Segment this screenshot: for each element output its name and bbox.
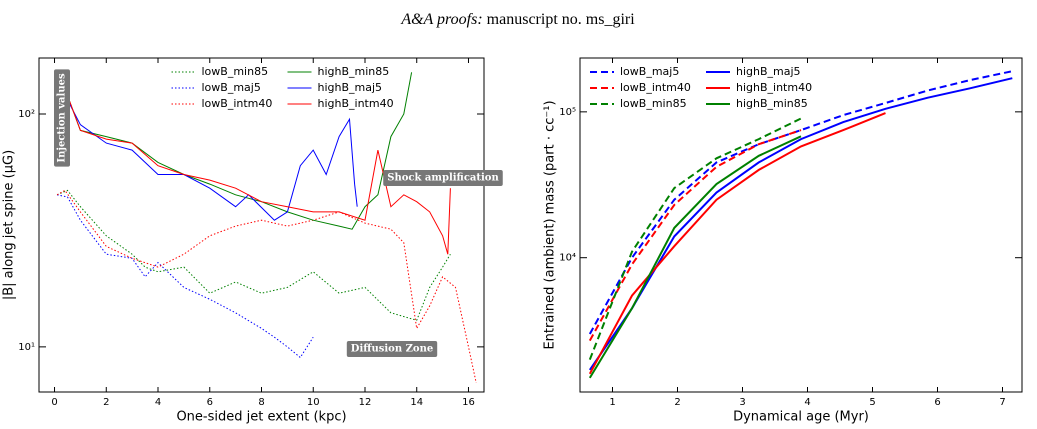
x-axis-label: Dynamical age (Myr) (733, 410, 869, 425)
legend-label: lowB_intm40 (202, 97, 273, 110)
header-manuscript: manuscript no. ms_giri (487, 11, 636, 28)
legend-label: lowB_min85 (620, 97, 687, 110)
annotation: Injection values (54, 69, 70, 167)
series-line (56, 76, 451, 255)
x-tick-label: 14 (410, 397, 423, 408)
annotation: Diffusion Zone (346, 341, 438, 357)
x-tick-label: 16 (462, 397, 475, 408)
legend-label: lowB_intm40 (620, 81, 691, 94)
x-tick-label: 8 (258, 397, 264, 408)
x-axis-label: One-sided jet extent (kpc) (176, 410, 346, 425)
x-tick-label: 1 (609, 397, 615, 408)
header-journal: A&A proofs: (400, 11, 482, 28)
annotation-text: Injection values (57, 73, 68, 163)
legend-label: lowB_min85 (202, 65, 269, 78)
plot-area (56, 72, 477, 384)
legend-label: lowB_maj5 (202, 81, 261, 94)
x-tick-label: 4 (155, 397, 161, 408)
legend-label: highB_maj5 (318, 81, 383, 94)
annotation: Shock amplification (383, 170, 503, 186)
x-tick-label: 6 (207, 397, 213, 408)
legend-label: highB_min85 (318, 65, 390, 78)
series-line (588, 135, 802, 379)
x-tick-label: 5 (869, 397, 875, 408)
annotation-box (383, 170, 503, 186)
x-tick-label: 6 (934, 397, 940, 408)
y-axis-label: |B| along jet spine (μG) (2, 150, 17, 300)
legend-label: highB_min85 (736, 97, 808, 110)
x-tick-label: 7 (999, 397, 1005, 408)
y-axis-label: Entrained (ambient) mass (part · cc⁻¹) (543, 100, 558, 349)
legend-label: highB_maj5 (736, 65, 801, 78)
series-line (588, 70, 1013, 335)
page-header: A&A proofs: manuscript no. ms_giri (400, 11, 635, 28)
annotation-box (54, 69, 70, 167)
x-tick-label: 2 (674, 397, 680, 408)
annotation-text: Diffusion Zone (351, 344, 433, 355)
annotation-box (346, 341, 438, 357)
x-tick-label: 12 (359, 397, 372, 408)
x-tick-label: 3 (739, 397, 745, 408)
y-tick-label: 10⁴ (559, 253, 576, 264)
y-tick-label: 10² (18, 109, 35, 120)
series-line (588, 129, 802, 342)
x-tick-label: 4 (804, 397, 810, 408)
plot-area (588, 70, 1013, 379)
series-line (56, 194, 314, 359)
axes-frame (579, 57, 1023, 393)
x-tick-label: 10 (307, 397, 320, 408)
x-tick-label: 0 (51, 397, 57, 408)
y-tick-label: 10¹ (18, 342, 35, 353)
x-tick-label: 2 (103, 397, 109, 408)
legend-label: lowB_maj5 (620, 65, 679, 78)
legend-label: highB_intm40 (736, 81, 812, 94)
series-line (588, 112, 886, 375)
series-line (588, 77, 1013, 371)
series-line (588, 117, 802, 360)
legend-label: highB_intm40 (318, 97, 394, 110)
series-line (56, 189, 451, 321)
annotation-text: Shock amplification (387, 173, 499, 184)
y-tick-label: 10⁵ (559, 107, 576, 118)
